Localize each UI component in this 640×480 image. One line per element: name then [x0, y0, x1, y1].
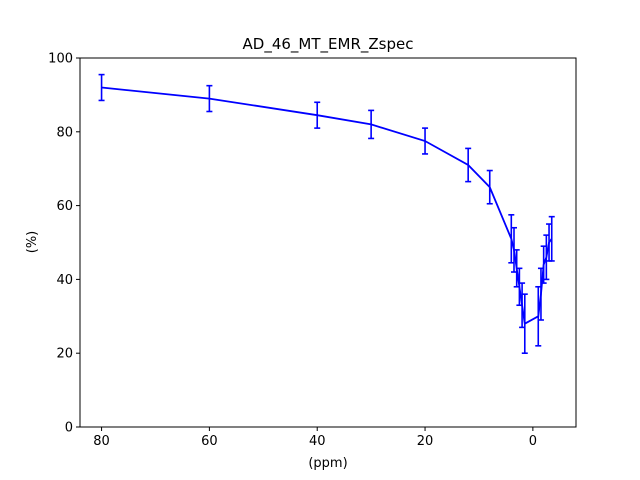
y-axis-label: (%) [25, 231, 40, 254]
y-tick-label: 20 [56, 347, 73, 362]
x-tick-label: 0 [529, 434, 537, 449]
plot-area [79, 57, 577, 428]
y-tick-label: 0 [65, 421, 73, 436]
y-tick-label: 60 [56, 199, 73, 214]
series-line [101, 86, 553, 326]
y-axis-ticks: 0 20 40 60 80 100 [48, 52, 80, 436]
y-tick-label: 80 [56, 125, 73, 140]
y-tick-label: 40 [56, 273, 73, 288]
x-tick-label: 20 [417, 434, 434, 449]
y-tick-label: 100 [48, 52, 73, 67]
x-tick-label: 60 [201, 434, 218, 449]
x-axis-ticks: 80 60 40 20 0 [93, 427, 537, 449]
x-tick-label: 80 [93, 434, 110, 449]
x-tick-label: 40 [309, 434, 326, 449]
x-axis-label: (ppm) [308, 456, 347, 471]
chart-title: AD_46_MT_EMR_Zspec [243, 35, 414, 54]
error-bar [98, 73, 105, 102]
